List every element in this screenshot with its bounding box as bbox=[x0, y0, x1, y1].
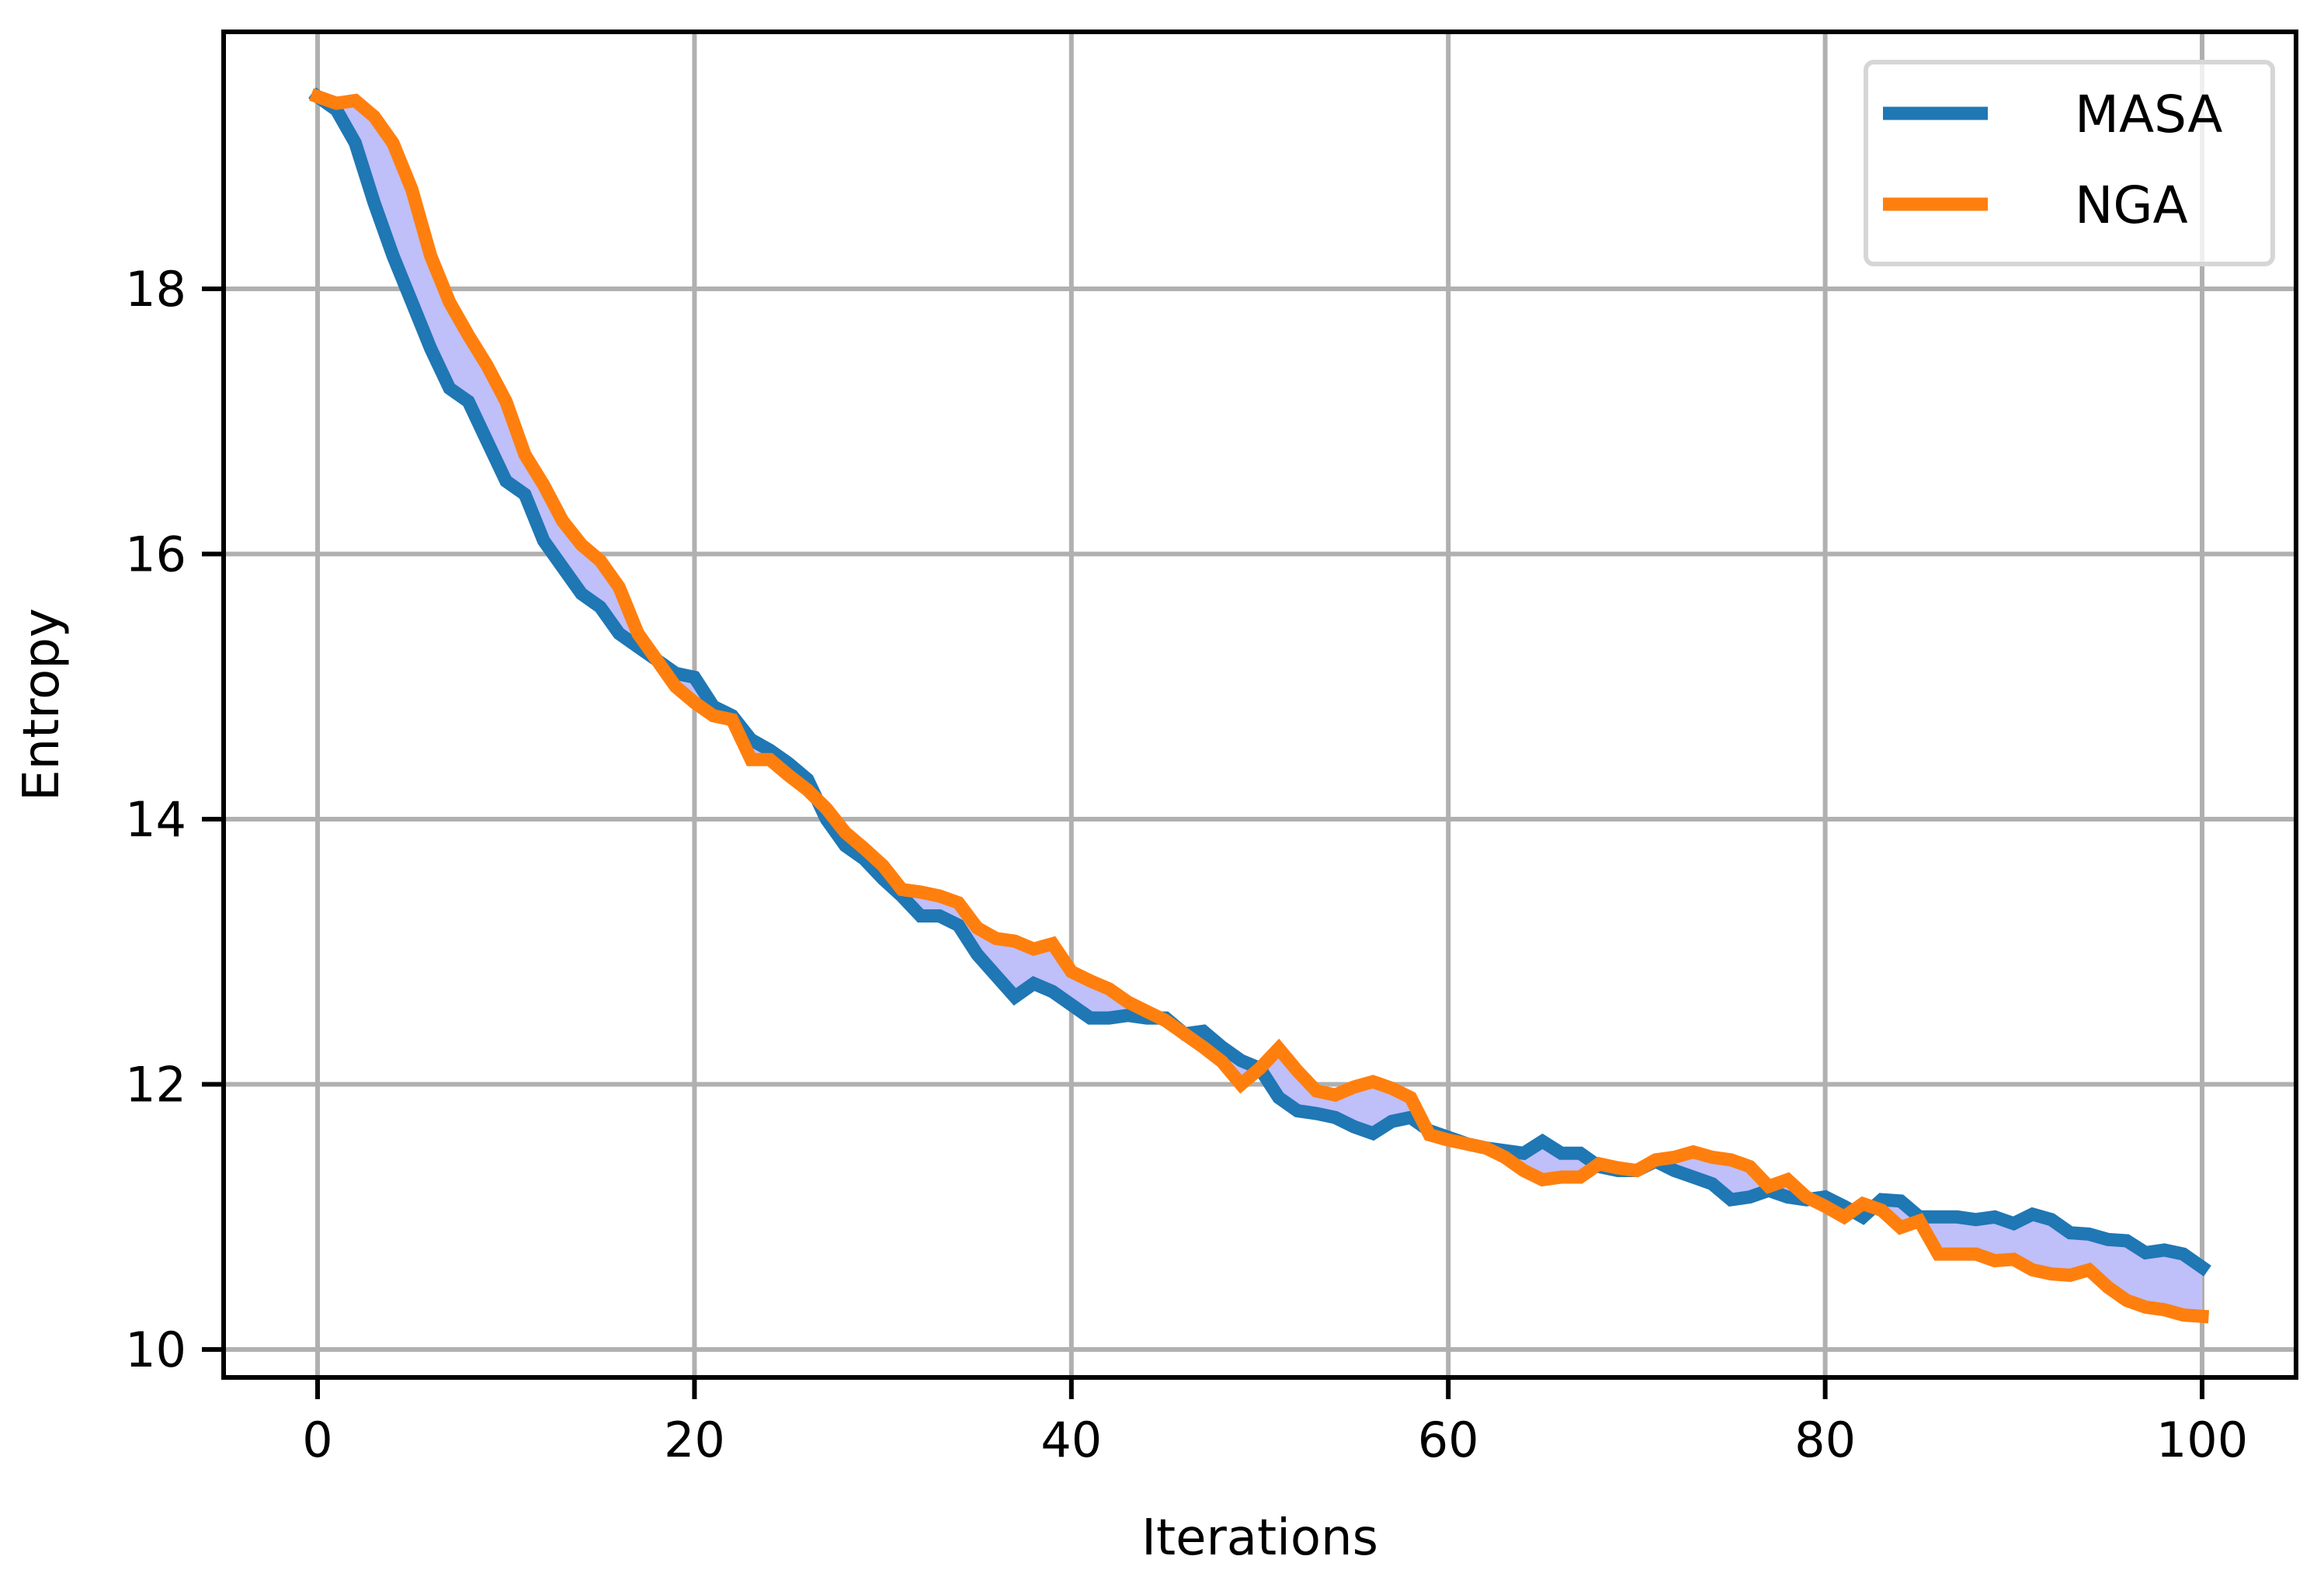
x-tick-label: 40 bbox=[1040, 1412, 1102, 1468]
legend: MASA NGA bbox=[1864, 60, 2275, 266]
x-tick-label: 0 bbox=[302, 1412, 332, 1468]
x-tick-label: 20 bbox=[664, 1412, 725, 1468]
y-tick-label: 18 bbox=[125, 261, 186, 318]
axis-ticks: 0 20 40 60 80 100 10 12 14 16 18 bbox=[125, 261, 2248, 1468]
y-tick-label: 14 bbox=[125, 791, 186, 848]
y-tick-label: 10 bbox=[125, 1322, 186, 1378]
x-tick-label: 60 bbox=[1418, 1412, 1479, 1468]
x-axis-label: Iterations bbox=[1141, 1509, 1378, 1567]
legend-label-masa: MASA bbox=[2075, 85, 2222, 144]
legend-label-nga: NGA bbox=[2075, 175, 2188, 235]
x-tick-label: 80 bbox=[1794, 1412, 1856, 1468]
x-tick-label: 100 bbox=[2156, 1412, 2248, 1468]
plot-frame bbox=[221, 30, 2298, 1380]
series-line-nga bbox=[309, 88, 2210, 1324]
series-lines bbox=[308, 87, 2211, 1324]
y-tick-label: 16 bbox=[125, 526, 186, 583]
y-axis-label: Entropy bbox=[13, 608, 71, 801]
y-tick-label: 12 bbox=[125, 1057, 186, 1113]
